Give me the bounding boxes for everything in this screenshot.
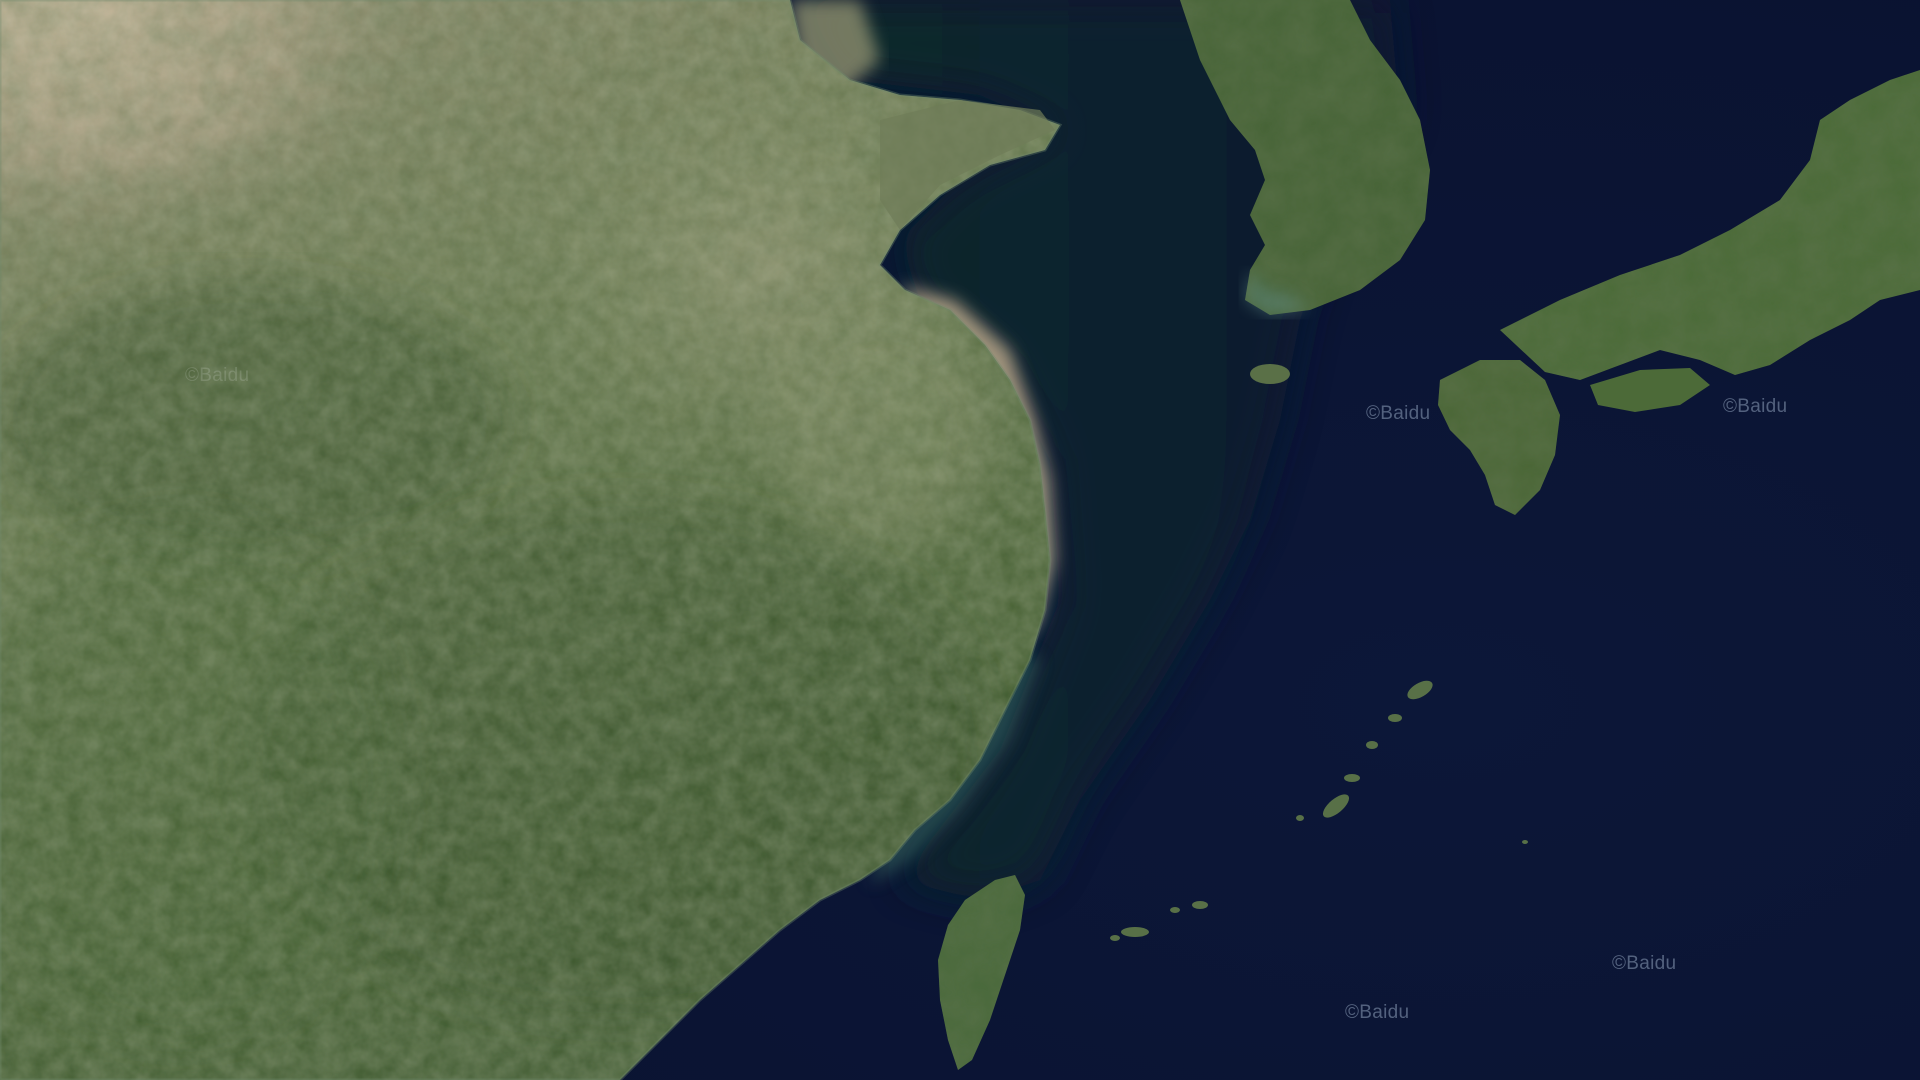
- ryukyu-islands: [1110, 680, 1528, 941]
- shandong-peninsula: [880, 100, 1055, 230]
- japan-shikoku: [1590, 368, 1710, 412]
- jeju-island: [1250, 364, 1290, 384]
- yellow-sea: [800, 0, 1400, 900]
